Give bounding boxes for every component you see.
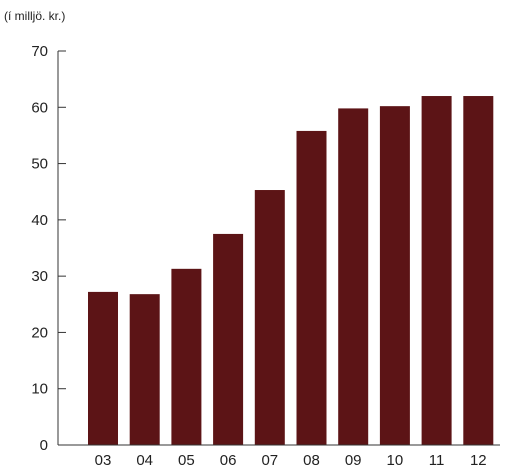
y-tick-label: 20 <box>31 324 48 341</box>
bar-12 <box>463 96 494 446</box>
y-tick-label: 10 <box>31 381 48 398</box>
x-axis: 03 04 05 06 07 08 09 10 11 12 <box>58 444 500 469</box>
x-tick-label: 05 <box>178 452 195 469</box>
unit-label: (í milljö. kr.) <box>4 9 65 23</box>
x-tick-label: 03 <box>95 452 112 469</box>
bar-07 <box>254 190 285 445</box>
bar-10 <box>379 106 410 445</box>
bar-08 <box>296 130 327 445</box>
x-tick-label: 08 <box>303 452 320 469</box>
bar-05 <box>171 268 202 445</box>
y-tick-label: 70 <box>31 43 48 60</box>
x-tick-label: 09 <box>345 452 362 469</box>
bar-04 <box>129 294 160 445</box>
x-tick-label: 11 <box>429 452 445 469</box>
y-tick-label: 40 <box>31 212 48 229</box>
y-tick-label: 60 <box>31 99 48 116</box>
bar-06 <box>213 233 244 445</box>
x-tick-label: 07 <box>261 452 278 469</box>
bar-11 <box>421 96 452 446</box>
y-tick-label: 30 <box>31 268 48 285</box>
bar-09 <box>338 108 369 445</box>
bars-group <box>88 96 494 446</box>
y-tick-label: 0 <box>40 437 48 454</box>
y-axis: 0 10 20 30 40 50 60 70 <box>31 43 66 454</box>
x-tick-label: 04 <box>136 452 153 469</box>
x-tick-label: 06 <box>220 452 237 469</box>
bar-03 <box>88 291 118 445</box>
x-tick-label: 10 <box>387 452 404 469</box>
y-tick-label: 50 <box>31 156 48 173</box>
x-tick-label: 12 <box>470 452 487 469</box>
